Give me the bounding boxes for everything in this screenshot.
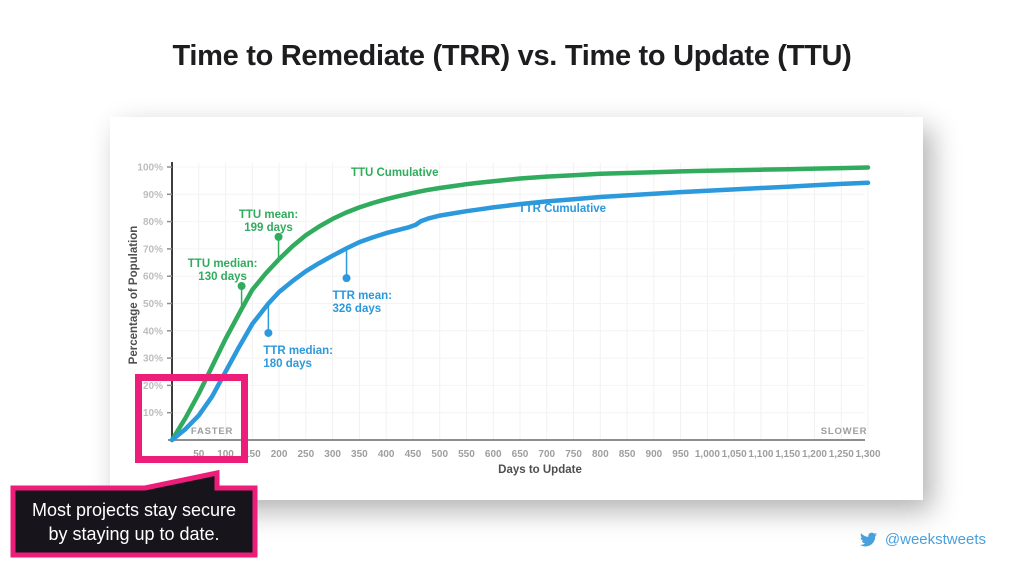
ttr-median-label-line1: TTR median: [263, 345, 333, 357]
x-tick-label: 400 [378, 449, 395, 460]
callout-text: Most projects stay secure by staying up … [13, 488, 255, 555]
y-tick-label: 70% [143, 244, 163, 255]
x-tick-label: 1,250 [829, 449, 854, 460]
x-tick-label: 1,100 [748, 449, 773, 460]
callout-bubble-outline [10, 469, 258, 558]
twitter-bird-icon [859, 532, 877, 547]
x-tick-label: 750 [565, 449, 582, 460]
series-label: TTU Cumulative [351, 167, 439, 179]
x-tick-label: 350 [351, 449, 368, 460]
callout-bubble: Most projects stay secure by staying up … [10, 466, 260, 560]
x-tick-label: 550 [458, 449, 475, 460]
y-tick-label: 60% [143, 272, 163, 283]
x-tick-label: 800 [592, 449, 609, 460]
x-tick-label: 900 [646, 449, 663, 460]
x-tick-label: 1,300 [856, 449, 881, 460]
y-tick-label: 20% [143, 381, 163, 392]
ttr-mean-label-line2: 326 days [333, 303, 382, 315]
ttr-mean-dot [342, 274, 351, 283]
x-tick-label: 600 [485, 449, 502, 460]
y-tick-label: 80% [143, 217, 163, 228]
x-tick-label: 100 [217, 449, 234, 460]
slower-label: SLOWER [821, 426, 868, 437]
y-axis-title: Percentage of Population [128, 226, 140, 365]
ttr-cumulative-curve [169, 180, 871, 443]
x-tick-label: 150 [244, 449, 261, 460]
x-tick-label: 700 [538, 449, 555, 460]
ttu-mean-label-line2: 199 days [244, 222, 293, 234]
slide-title: Time to Remediate (TRR) vs. Time to Upda… [172, 40, 852, 72]
ttu-mean-label-line1: TTU mean: [239, 209, 298, 221]
ttu-median-dot [237, 282, 246, 291]
ttr-mean-label-line1: TTR mean: [333, 290, 392, 302]
faster-label: FASTER [191, 426, 233, 437]
callout-line-2: by staying up to date. [48, 523, 220, 544]
x-tick-label: 1,200 [802, 449, 827, 460]
callout-bubble-shape [10, 469, 258, 558]
series-label: TTR Cumulative [519, 203, 607, 215]
x-tick-label: 500 [431, 449, 448, 460]
x-tick-label: 1,000 [695, 449, 720, 460]
y-tick-label: 30% [143, 354, 163, 365]
ttu-median-label-line2: 130 days [198, 271, 247, 283]
ttu-mean-dot [274, 232, 283, 241]
x-tick-label: 450 [405, 449, 422, 460]
x-tick-label: 1,150 [775, 449, 800, 460]
y-tick-label: 90% [143, 190, 163, 201]
x-tick-label: 1,050 [722, 449, 747, 460]
ttu-cumulative-curve [169, 165, 871, 443]
ttr-median-dot [264, 328, 273, 337]
x-tick-label: 850 [619, 449, 636, 460]
x-tick-label: 250 [298, 449, 315, 460]
ttr-median-label-line2: 180 days [263, 358, 312, 370]
callout-line-1: Most projects stay secure [31, 499, 237, 520]
ttu-median-label-line1: TTU median: [188, 258, 258, 270]
ttr-ttu-line-chart: 10% 20% 30% 40% 50% 60% 70% 80% 90% 100% 50 100 150 2… [128, 162, 881, 476]
x-tick-label: 650 [512, 449, 529, 460]
y-tick-label: 50% [143, 299, 163, 310]
y-tick-label: 10% [143, 408, 163, 419]
x-tick-label: 50 [193, 449, 205, 460]
y-tick-label: 100% [137, 163, 163, 174]
twitter-credit[interactable]: @weekstweets [858, 531, 986, 548]
x-tick-label: 200 [271, 449, 288, 460]
highlight-rectangle [135, 374, 248, 463]
y-tick-label: 40% [143, 326, 163, 337]
twitter-handle: @weekstweets [884, 531, 986, 548]
x-axis-title: Days to Update [498, 464, 582, 476]
x-tick-label: 300 [324, 449, 341, 460]
x-tick-label: 950 [672, 449, 689, 460]
